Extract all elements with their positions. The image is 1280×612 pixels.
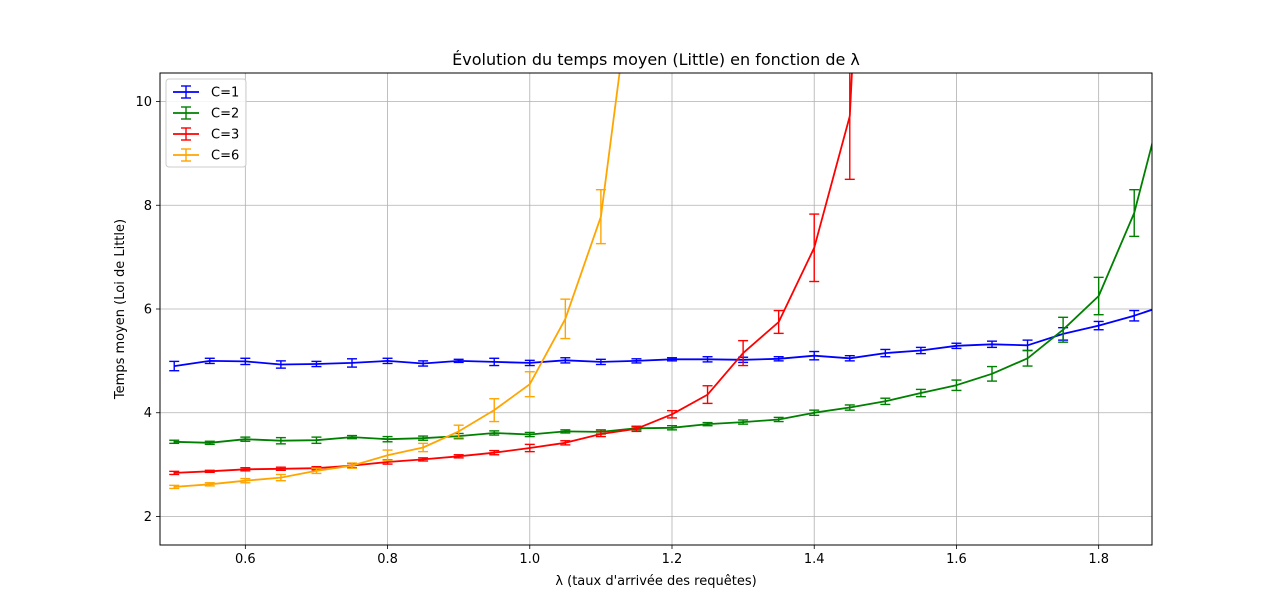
y-axis-label: Temps moyen (Loi de Little)	[113, 219, 128, 400]
x-tick-label: 1.6	[946, 552, 967, 567]
legend: C=1 C=2 C=3 C=6	[165, 78, 247, 168]
series-c-3	[169, 73, 855, 476]
x-axis-label: λ (taux d'arrivée des requêtes)	[555, 574, 756, 589]
chart-title: Évolution du temps moyen (Little) en fon…	[452, 50, 860, 69]
x-tick-label: 1.0	[519, 552, 540, 567]
legend-item: C=2	[173, 106, 239, 122]
legend-box	[165, 78, 247, 168]
legend-label: C=2	[211, 107, 239, 122]
axis-ticks: 0.6 0.8 1.0 1.2 1.4 1.6 1.8 2 4 6 8 10	[135, 95, 1109, 567]
series-line	[174, 73, 621, 488]
x-tick-label: 1.4	[804, 552, 825, 567]
series-c-6	[169, 73, 621, 490]
legend-item: C=3	[173, 127, 239, 143]
x-tick-label: 0.8	[377, 552, 398, 567]
y-tick-label: 8	[144, 199, 152, 214]
series-layer	[169, 73, 1152, 490]
series-c-2	[169, 140, 1152, 446]
y-tick-label: 6	[144, 303, 152, 318]
legend-item: C=1	[173, 85, 239, 101]
y-tick-label: 2	[144, 510, 152, 525]
legend-label: C=1	[211, 86, 239, 101]
legend-label: C=3	[211, 128, 239, 143]
x-tick-label: 0.6	[235, 552, 256, 567]
x-tick-label: 1.8	[1088, 552, 1109, 567]
legend-item: C=6	[173, 148, 239, 164]
y-tick-label: 4	[144, 406, 152, 421]
legend-label: C=6	[211, 149, 239, 164]
x-tick-label: 1.2	[662, 552, 683, 567]
y-tick-label: 10	[135, 95, 152, 110]
